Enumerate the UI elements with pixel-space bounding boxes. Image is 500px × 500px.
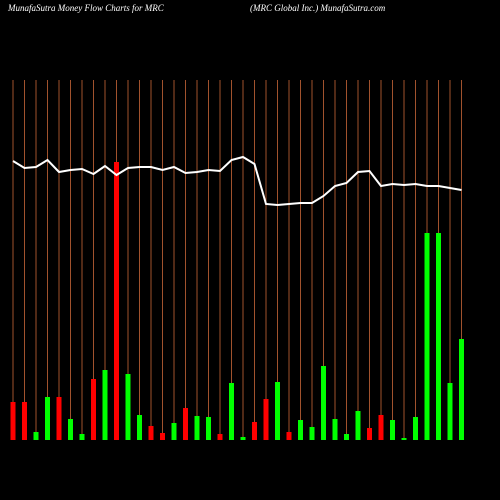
bar — [390, 420, 395, 440]
bar — [10, 402, 16, 440]
chart-title: MunafaSutra Money Flow Charts for MRC — [7, 3, 165, 13]
bar — [275, 382, 280, 440]
bar — [217, 434, 223, 440]
bar — [332, 419, 338, 440]
bar — [183, 408, 188, 440]
bar — [401, 438, 407, 440]
bar — [137, 415, 142, 440]
bar — [309, 427, 315, 440]
bar — [240, 437, 246, 440]
bar — [459, 339, 464, 440]
bar — [125, 374, 131, 440]
bar — [286, 432, 292, 440]
bar — [229, 383, 234, 440]
bar — [263, 399, 269, 440]
bar — [424, 233, 430, 440]
bar — [355, 411, 361, 440]
bar — [79, 434, 85, 440]
bar — [102, 370, 108, 440]
bar — [413, 417, 418, 440]
bar — [56, 397, 62, 440]
bar — [206, 417, 211, 440]
bar — [114, 162, 119, 440]
bar — [252, 422, 257, 440]
bar — [344, 434, 349, 440]
chart-subtitle: (MRC Global Inc.) MunafaSutra.com — [250, 3, 386, 13]
bar — [45, 397, 50, 440]
bar — [160, 433, 165, 440]
bar — [68, 419, 73, 440]
bar — [298, 420, 303, 440]
bar — [148, 426, 154, 440]
bar — [91, 379, 96, 440]
bar — [378, 415, 384, 440]
bar — [33, 432, 39, 440]
bar — [171, 423, 177, 440]
price-line — [12, 155, 462, 207]
bar — [194, 416, 200, 440]
bar — [22, 402, 27, 440]
bar — [436, 233, 441, 440]
bar — [447, 383, 453, 440]
bar — [321, 366, 326, 440]
bar — [367, 428, 372, 440]
